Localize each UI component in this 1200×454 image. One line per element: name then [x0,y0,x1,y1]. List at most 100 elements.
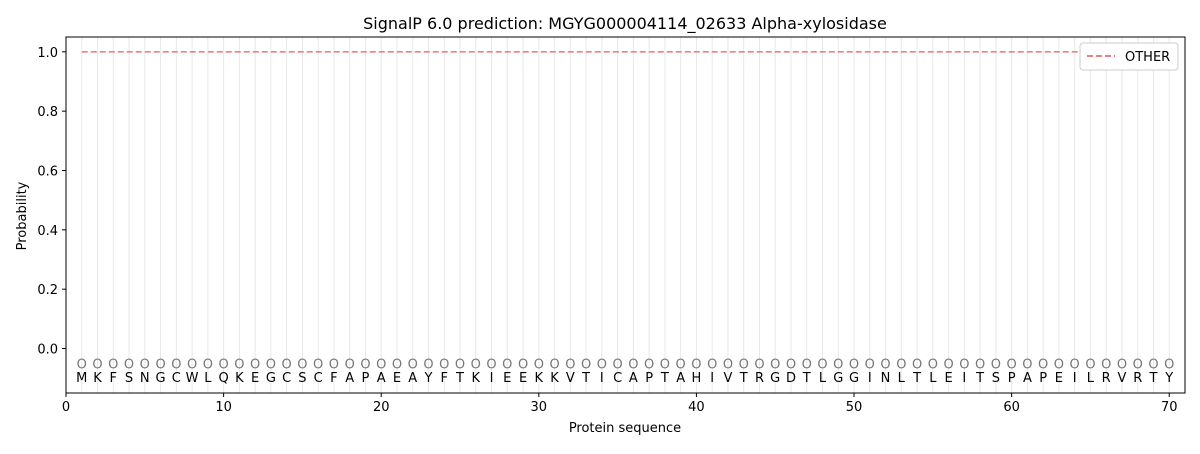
state-label: O [833,357,843,372]
sequence-letter: V [723,371,732,386]
x-tick-label: 60 [1003,400,1020,415]
state-label: O [140,357,150,372]
sequence-letter: T [581,371,590,386]
state-label: O [896,357,906,372]
state-label: O [392,357,402,372]
state-label: O [1133,357,1143,372]
sequence-letter: A [345,371,354,386]
sequence-letter: E [519,371,527,386]
state-label: O [1054,357,1064,372]
sequence-letter: A [676,371,685,386]
x-tick-label: 30 [531,400,548,415]
state-label: O [644,357,654,372]
state-label: O [912,357,922,372]
sequence-letter: G [156,371,166,386]
state-label: O [628,357,638,372]
plot-frame [65,36,1186,394]
state-label: O [975,357,985,372]
sequence-letter: G [833,371,843,386]
sequence-letter: G [770,371,780,386]
sequence-letter: C [314,371,323,386]
state-label: O [313,357,323,372]
state-label: O [408,357,418,372]
state-label: O [282,357,292,372]
sequence-letter: R [1102,371,1111,386]
state-label: O [376,357,386,372]
sequence-letter: G [849,371,859,386]
state-label: O [1007,357,1017,372]
state-label: O [234,357,244,372]
sequence-letter: I [600,371,604,386]
sequence-letter: M [76,371,87,386]
sequence-letter: L [204,371,212,386]
sequence-letter: K [535,371,544,386]
state-label: O [1085,357,1095,372]
sequence-letter: L [1087,371,1095,386]
sequence-letter: N [140,371,150,386]
state-label: O [124,357,134,372]
x-tick-label: 20 [373,400,390,415]
state-label: O [676,357,686,372]
sequence-letter: E [503,371,511,386]
state-label: O [329,357,339,372]
state-label: O [1038,357,1048,372]
sequence-letter: S [298,371,306,386]
state-label: O [486,357,496,372]
sequence-letter: P [1008,371,1016,386]
sequence-letter: G [266,371,276,386]
state-label: O [991,357,1001,372]
x-tick-label: 10 [215,400,232,415]
sequence-letter: L [819,371,827,386]
sequence-letter: C [282,371,291,386]
state-label: O [786,357,796,372]
sequence-letter: P [362,371,370,386]
state-label: O [865,357,875,372]
sequence-letter: H [692,371,702,386]
state-label: O [1148,357,1158,372]
sequence-letter: K [472,371,481,386]
state-label: O [943,357,953,372]
x-axis-label: Protein sequence [569,421,681,436]
sequence-letter: R [1133,371,1142,386]
sequence-letter: I [710,371,714,386]
y-tick-label: 0.0 [37,343,58,358]
sequence-letter: F [441,371,448,386]
state-label: O [518,357,528,372]
sequence-letter: I [962,371,966,386]
sequence-letter: P [645,371,653,386]
sequence-letter: L [898,371,906,386]
sequence-letter: T [975,371,984,386]
sequence-letter: D [786,371,796,386]
sequence-letter: C [172,371,181,386]
sequence-letter: K [550,371,559,386]
sequence-letter: L [929,371,937,386]
state-label: O [613,357,623,372]
sequence-letter: V [1118,371,1127,386]
state-label: O [770,357,780,372]
state-label: O [218,357,228,372]
sequence-letter: I [490,371,494,386]
state-label: O [534,357,544,372]
chart-title: SignalP 6.0 prediction: MGYG000004114_02… [363,14,887,34]
state-label: O [187,357,197,372]
sequence-letter: T [802,371,811,386]
sequence-letter: V [566,371,575,386]
sequence-letter: E [944,371,952,386]
legend-box [1079,42,1179,71]
sequence-letter: Q [218,371,228,386]
x-tick-label: 40 [688,400,705,415]
state-label: O [849,357,859,372]
state-label: O [108,357,118,372]
state-label: O [1070,357,1080,372]
state-label: O [802,357,812,372]
x-tick-label: 70 [1161,400,1178,415]
state-label: O [660,357,670,372]
sequence-letter: I [868,371,872,386]
state-label: O [1164,357,1174,372]
sequence-letter: C [613,371,622,386]
sequence-letter: Y [1164,371,1173,386]
y-tick-label: 0.8 [37,105,58,120]
sequence-letter: T [739,371,748,386]
sequence-letter: E [1055,371,1063,386]
